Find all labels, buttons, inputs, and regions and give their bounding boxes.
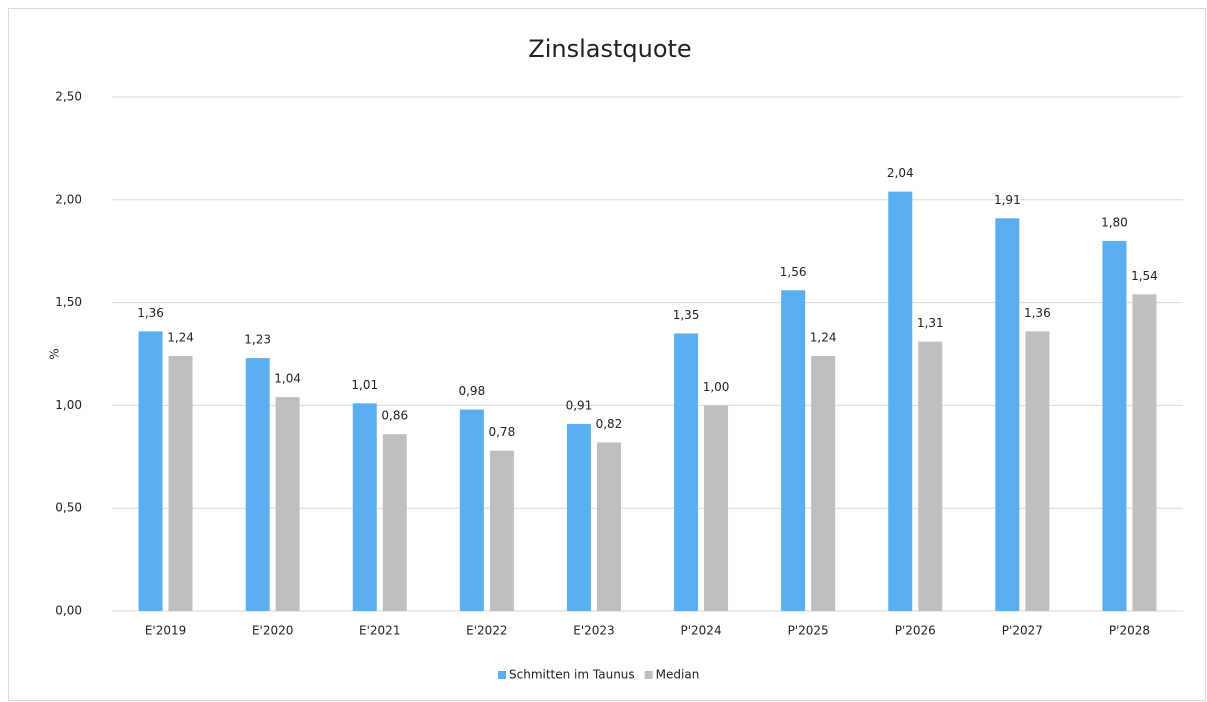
- x-tick-label: E'2020: [252, 624, 293, 638]
- chart-title: Zinslastquote: [528, 35, 691, 63]
- data-label: 0,86: [381, 409, 408, 423]
- data-label: 0,78: [488, 425, 515, 439]
- bar: [1132, 294, 1157, 611]
- x-tick-label: P'2027: [1002, 624, 1043, 638]
- bar: [704, 405, 729, 611]
- bar: [811, 356, 836, 611]
- y-axis-label: %: [48, 348, 62, 359]
- data-label: 1,24: [167, 331, 194, 345]
- data-label: 1,24: [810, 331, 837, 345]
- data-label: 1,01: [351, 378, 378, 392]
- x-tick-label: P'2026: [895, 624, 936, 638]
- legend-swatch: [644, 671, 653, 679]
- data-label: 1,80: [1101, 215, 1128, 229]
- x-tick-label: P'2024: [681, 624, 722, 638]
- bar: [995, 218, 1020, 611]
- bar: [245, 358, 270, 611]
- bar: [781, 290, 806, 611]
- data-label: 1,04: [274, 372, 301, 386]
- data-label: 1,54: [1131, 269, 1158, 283]
- y-tick-label: 2,00: [55, 192, 82, 206]
- bar: [918, 341, 943, 611]
- data-label: 1,35: [673, 308, 700, 322]
- data-label: 1,36: [1024, 306, 1051, 320]
- x-tick-label: P'2028: [1109, 624, 1150, 638]
- data-label: 1,56: [780, 265, 807, 279]
- legend-swatch: [498, 671, 506, 679]
- x-tick-label: E'2023: [573, 624, 614, 638]
- data-label: 1,31: [917, 316, 944, 330]
- bar: [168, 356, 193, 611]
- data-label: 0,98: [458, 384, 485, 398]
- bar: [566, 423, 591, 611]
- bar: [382, 434, 407, 611]
- bar: [674, 333, 699, 611]
- y-tick-label: 1,00: [55, 398, 82, 412]
- bar: [1025, 331, 1050, 611]
- bar: [352, 403, 377, 611]
- y-tick-label: 0,00: [55, 604, 82, 618]
- bar: [489, 450, 514, 611]
- bar: [1102, 240, 1127, 612]
- y-tick-label: 2,50: [55, 90, 82, 104]
- bar: [596, 442, 621, 611]
- bar: [888, 191, 913, 612]
- legend-label: Schmitten im Taunus: [509, 668, 635, 682]
- data-label: 1,91: [994, 193, 1021, 207]
- chart-frame: [8, 8, 1206, 701]
- x-tick-label: E'2022: [466, 624, 507, 638]
- data-label: 0,91: [566, 398, 593, 412]
- x-tick-label: P'2025: [788, 624, 829, 638]
- data-label: 1,36: [137, 306, 164, 320]
- legend-label: Median: [656, 668, 700, 682]
- y-tick-label: 0,50: [55, 501, 82, 515]
- bar: [275, 397, 300, 611]
- data-label: 2,04: [887, 166, 914, 180]
- x-tick-label: E'2019: [145, 624, 186, 638]
- data-label: 1,23: [244, 333, 271, 347]
- data-label: 0,82: [596, 417, 623, 431]
- bar: [138, 331, 163, 611]
- y-tick-label: 1,50: [55, 295, 82, 309]
- data-label: 1,00: [703, 380, 730, 394]
- x-tick-label: E'2021: [359, 624, 400, 638]
- bar: [459, 409, 484, 611]
